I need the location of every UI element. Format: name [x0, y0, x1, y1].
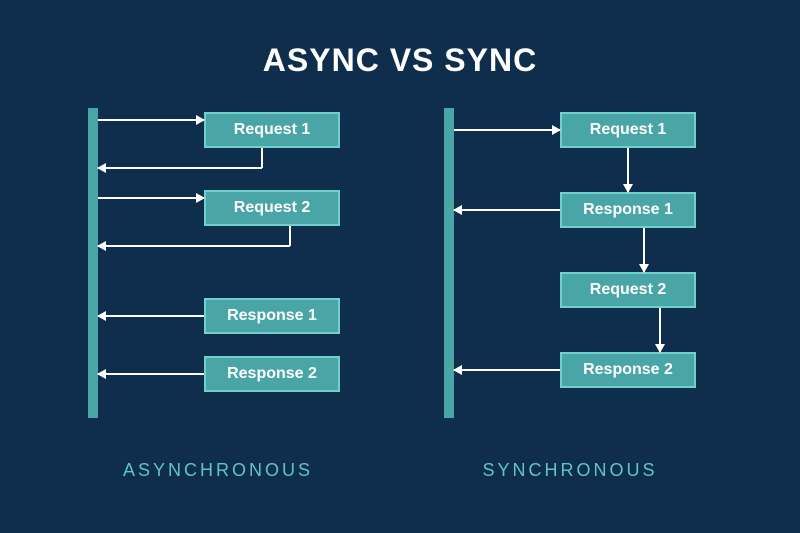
caption-async: ASYNCHRONOUS: [88, 460, 348, 481]
node-async-3: Response 2: [204, 356, 340, 392]
node-sync-1: Response 1: [560, 192, 696, 228]
node-sync-0: Request 1: [560, 112, 696, 148]
node-sync-3: Response 2: [560, 352, 696, 388]
line-async-drop-1: [289, 226, 291, 246]
node-async-1: Request 2: [204, 190, 340, 226]
node-async-0: Request 1: [204, 112, 340, 148]
node-sync-2: Request 2: [560, 272, 696, 308]
node-async-2: Response 1: [204, 298, 340, 334]
line-async-drop-0: [261, 148, 263, 168]
diagram-title: ASYNC VS SYNC: [0, 42, 800, 79]
diagram-canvas: ASYNC VS SYNC Request 1 Request 2 Response…: [0, 0, 800, 533]
caption-sync: SYNCHRONOUS: [440, 460, 700, 481]
